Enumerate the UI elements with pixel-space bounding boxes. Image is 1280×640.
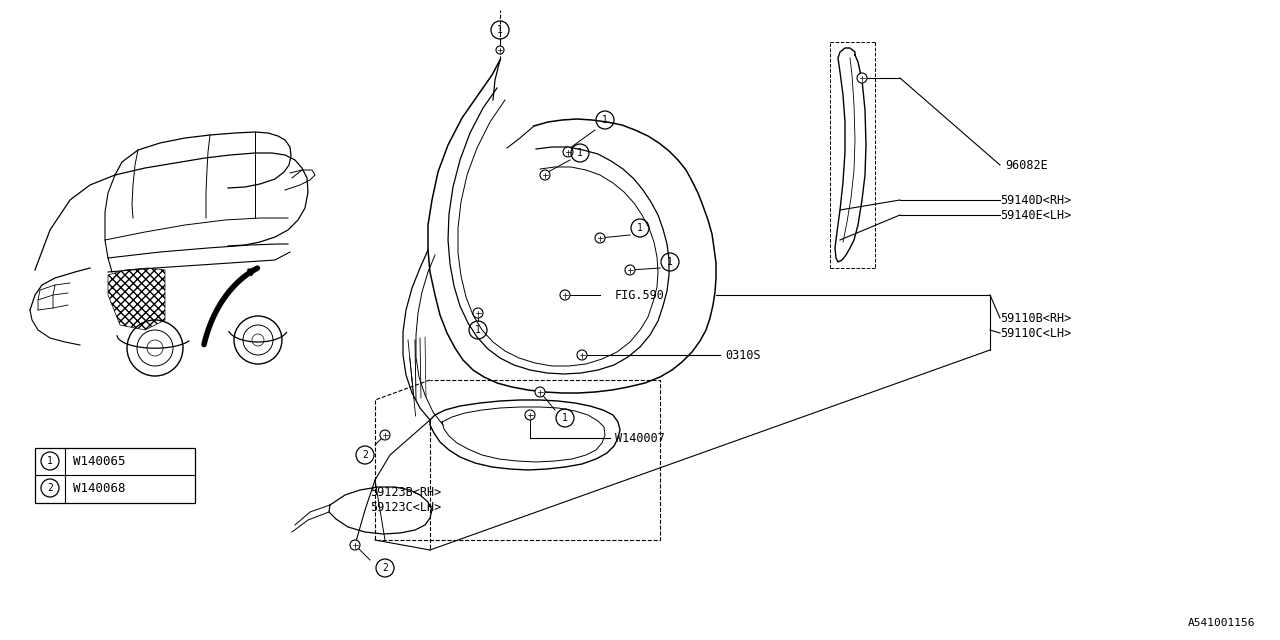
Text: 59140D<RH>: 59140D<RH> bbox=[1000, 193, 1071, 207]
Text: 1: 1 bbox=[497, 25, 503, 35]
Text: A541001156: A541001156 bbox=[1188, 618, 1254, 628]
Text: W140068: W140068 bbox=[73, 481, 125, 495]
Text: 1: 1 bbox=[637, 223, 643, 233]
Circle shape bbox=[563, 147, 573, 157]
Circle shape bbox=[540, 170, 550, 180]
Text: 1: 1 bbox=[667, 257, 673, 267]
Text: 0310S: 0310S bbox=[724, 349, 760, 362]
Circle shape bbox=[380, 430, 390, 440]
Text: 1: 1 bbox=[577, 148, 582, 158]
Text: 59140E<LH>: 59140E<LH> bbox=[1000, 209, 1071, 221]
Text: 1: 1 bbox=[602, 115, 608, 125]
Text: 59110B<RH>: 59110B<RH> bbox=[1000, 312, 1071, 324]
Text: W140007: W140007 bbox=[614, 431, 664, 445]
Text: 59110C<LH>: 59110C<LH> bbox=[1000, 326, 1071, 339]
Text: 1: 1 bbox=[562, 413, 568, 423]
Circle shape bbox=[625, 265, 635, 275]
Text: 59123C<LH>: 59123C<LH> bbox=[370, 500, 442, 513]
Text: 96082E: 96082E bbox=[1005, 159, 1048, 172]
Bar bbox=[35, 448, 195, 503]
Text: 2: 2 bbox=[381, 563, 388, 573]
Circle shape bbox=[535, 387, 545, 397]
Circle shape bbox=[474, 308, 483, 318]
Text: 2: 2 bbox=[47, 483, 52, 493]
Circle shape bbox=[577, 350, 588, 360]
Circle shape bbox=[595, 233, 605, 243]
Text: 59123B<RH>: 59123B<RH> bbox=[370, 486, 442, 499]
Text: 1: 1 bbox=[475, 325, 481, 335]
Circle shape bbox=[349, 540, 360, 550]
Circle shape bbox=[497, 46, 504, 54]
Text: 1: 1 bbox=[47, 456, 52, 466]
Circle shape bbox=[858, 73, 867, 83]
Circle shape bbox=[561, 290, 570, 300]
Circle shape bbox=[525, 410, 535, 420]
Text: FIG.590: FIG.590 bbox=[614, 289, 664, 301]
Text: 2: 2 bbox=[362, 450, 367, 460]
Text: W140065: W140065 bbox=[73, 454, 125, 467]
